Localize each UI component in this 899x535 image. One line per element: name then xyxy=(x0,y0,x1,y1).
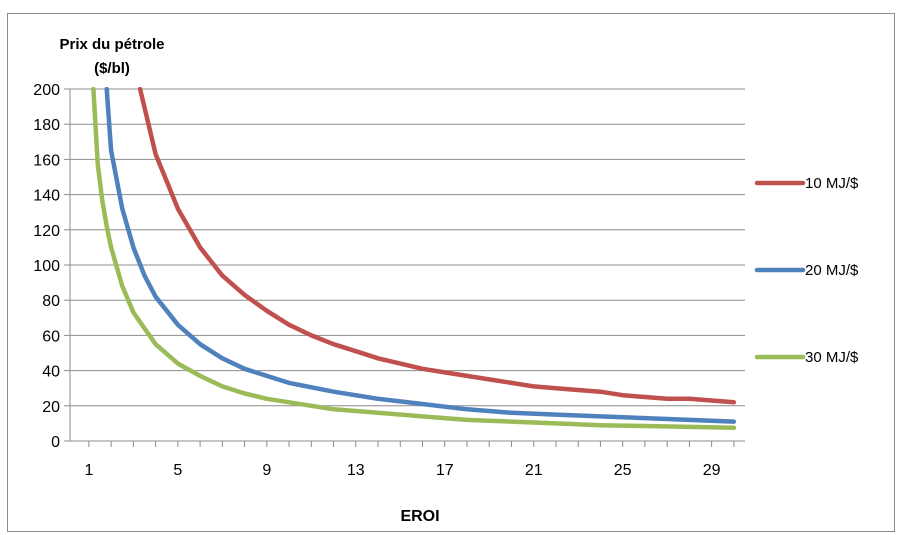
y-tick-label: 140 xyxy=(33,188,60,205)
y-tick-label: 40 xyxy=(42,364,60,381)
x-tick-label: 17 xyxy=(436,462,454,479)
series-line xyxy=(104,87,737,424)
x-tick-label: 5 xyxy=(173,462,182,479)
x-tick-label: 13 xyxy=(347,462,365,479)
legend-label: 20 MJ/$ xyxy=(805,262,859,279)
y-tick-label: 100 xyxy=(33,258,60,275)
x-tick-label: 9 xyxy=(262,462,271,479)
x-tick-label: 25 xyxy=(614,462,632,479)
x-tick-label: 29 xyxy=(703,462,721,479)
y-tick-label: 160 xyxy=(33,152,60,169)
legend-label: 30 MJ/$ xyxy=(805,349,859,366)
y-axis-label-line2: ($/bl) xyxy=(94,60,130,77)
y-tick-label: 60 xyxy=(42,328,60,345)
y-tick-label: 180 xyxy=(33,117,60,134)
legend-label: 10 MJ/$ xyxy=(805,175,859,192)
grid-lines xyxy=(70,88,745,407)
y-tick-label: 20 xyxy=(42,399,60,416)
series-line xyxy=(137,87,737,405)
legend: 10 MJ/$ 20 MJ/$ 30 MJ/$ xyxy=(754,175,859,366)
series-line xyxy=(91,87,737,431)
y-tick-label: 0 xyxy=(51,434,60,451)
x-axis-label: EROI xyxy=(400,508,439,525)
y-tick-label: 80 xyxy=(42,293,60,310)
x-tick-label: 21 xyxy=(525,462,543,479)
y-tick-label: 200 xyxy=(33,82,60,99)
x-tick-label: 1 xyxy=(84,462,93,479)
chart-frame xyxy=(7,13,895,532)
y-tick-label: 120 xyxy=(33,223,60,240)
series-lines xyxy=(91,87,737,431)
axes: 0 20 40 60 80 100 120 140 160 180 200 1 5 9 13 17 21 25 29 xyxy=(33,82,745,479)
y-axis-label-line1: Prix du pétrole xyxy=(59,36,164,53)
